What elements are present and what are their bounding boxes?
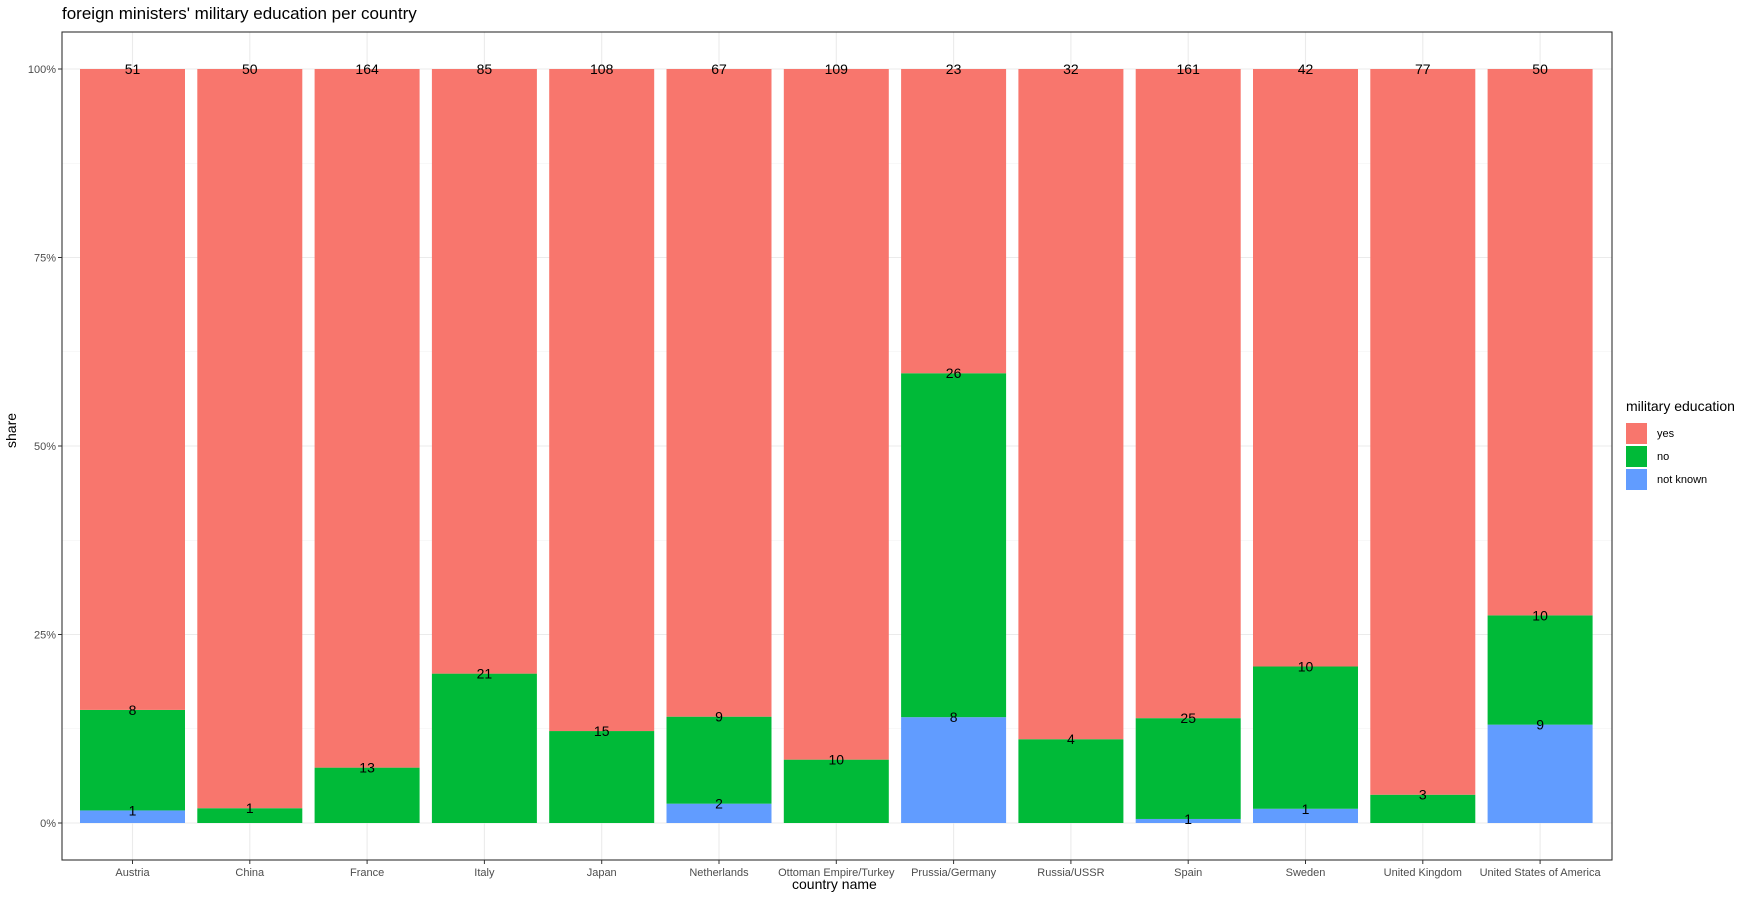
data-label-austria-not-known: 1 bbox=[129, 802, 137, 818]
bar-spain-no bbox=[1135, 718, 1241, 819]
legend-item-not-known: not known bbox=[1626, 468, 1735, 491]
y-tick-label: 50% bbox=[34, 441, 56, 453]
data-label-netherlands-no: 9 bbox=[715, 709, 723, 725]
bar-united-kingdom-no bbox=[1370, 794, 1476, 823]
chart-title: foreign ministers' military education pe… bbox=[62, 4, 417, 23]
bar-japan-no bbox=[549, 731, 655, 823]
data-label-russia-ussr-no: 4 bbox=[1067, 731, 1075, 747]
bar-prussia-germany-yes bbox=[901, 69, 1007, 374]
data-label-china-no: 1 bbox=[246, 800, 254, 816]
x-tick-label: China bbox=[235, 867, 265, 879]
data-label-austria-yes: 51 bbox=[125, 61, 141, 77]
bar-austria-no bbox=[80, 709, 185, 811]
bar-ottoman-empire-turkey-yes bbox=[783, 69, 889, 760]
data-label-ottoman-empire-turkey-yes: 109 bbox=[825, 61, 849, 77]
bar-france-no bbox=[314, 767, 420, 823]
data-label-france-yes: 164 bbox=[355, 61, 379, 77]
bar-ottoman-empire-turkey-no bbox=[783, 759, 889, 823]
bar-spain-yes bbox=[1135, 69, 1241, 719]
legend-item-yes: yes bbox=[1626, 422, 1735, 445]
bar-netherlands-no bbox=[666, 716, 772, 804]
bar-sweden-not-known bbox=[1253, 808, 1358, 823]
bar-sweden-no bbox=[1253, 666, 1358, 809]
data-label-prussia-germany-yes: 23 bbox=[946, 61, 962, 77]
data-label-sweden-no: 10 bbox=[1298, 659, 1314, 675]
x-tick-label: Prussia/Germany bbox=[911, 867, 996, 879]
data-label-spain-no: 25 bbox=[1180, 710, 1196, 726]
y-tick-label: 0% bbox=[40, 818, 56, 830]
data-label-united-kingdom-no: 3 bbox=[1419, 787, 1427, 803]
legend-item-no: no bbox=[1626, 445, 1735, 468]
data-label-netherlands-yes: 67 bbox=[711, 61, 727, 77]
bar-japan-yes bbox=[549, 69, 655, 732]
data-label-austria-no: 8 bbox=[129, 702, 137, 718]
legend-key-no bbox=[1626, 446, 1647, 467]
x-tick-label: Austria bbox=[115, 867, 150, 879]
data-label-spain-yes: 161 bbox=[1177, 61, 1201, 77]
bar-netherlands-yes bbox=[666, 69, 772, 717]
x-tick-label: Russia/USSR bbox=[1037, 867, 1104, 879]
y-tick-label: 100% bbox=[28, 64, 56, 76]
data-label-italy-no: 21 bbox=[477, 666, 493, 682]
x-tick-label: Japan bbox=[587, 867, 617, 879]
x-tick-label: Netherlands bbox=[689, 867, 749, 879]
legend-label-not-known: not known bbox=[1657, 473, 1708, 486]
bar-france-yes bbox=[314, 69, 420, 768]
y-tick-label: 75% bbox=[34, 253, 56, 265]
bar-russia-ussr-no bbox=[1018, 739, 1124, 823]
data-label-prussia-germany-not-known: 8 bbox=[950, 709, 958, 725]
bar-united-states-of-america-not-known bbox=[1487, 724, 1593, 823]
x-tick-label: Sweden bbox=[1286, 867, 1326, 879]
data-label-sweden-not-known: 1 bbox=[1302, 801, 1310, 817]
bar-austria-yes bbox=[80, 69, 185, 710]
bar-italy-no bbox=[431, 673, 537, 823]
data-label-china-yes: 50 bbox=[242, 61, 258, 77]
data-label-united-states-of-america-yes: 50 bbox=[1532, 61, 1548, 77]
data-label-france-no: 13 bbox=[359, 760, 375, 776]
data-label-prussia-germany-no: 26 bbox=[946, 365, 962, 381]
data-label-united-kingdom-yes: 77 bbox=[1415, 61, 1431, 77]
bar-united-states-of-america-no bbox=[1487, 615, 1593, 725]
data-label-united-states-of-america-no: 10 bbox=[1532, 607, 1548, 623]
legend-label-yes: yes bbox=[1657, 427, 1675, 440]
bar-united-kingdom-yes bbox=[1370, 69, 1476, 795]
legend: military education yes no not known bbox=[1626, 398, 1735, 491]
x-tick-label: United States of America bbox=[1480, 867, 1602, 879]
legend-title: military education bbox=[1626, 398, 1735, 414]
y-tick-label: 25% bbox=[34, 630, 56, 642]
legend-key-yes bbox=[1626, 423, 1647, 444]
bar-china-yes bbox=[197, 69, 303, 809]
data-label-netherlands-not-known: 2 bbox=[715, 796, 723, 812]
x-tick-label: Spain bbox=[1174, 867, 1202, 879]
x-axis-label: country name bbox=[792, 876, 877, 892]
bar-sweden-yes bbox=[1253, 69, 1358, 667]
data-label-ottoman-empire-turkey-no: 10 bbox=[829, 752, 845, 768]
x-tick-label: Italy bbox=[474, 867, 495, 879]
data-label-spain-not-known: 1 bbox=[1184, 811, 1192, 827]
data-label-united-states-of-america-not-known: 9 bbox=[1536, 717, 1544, 733]
x-tick-label: Ottoman Empire/Turkey bbox=[778, 867, 895, 879]
bar-austria-not-known bbox=[80, 810, 185, 823]
data-label-russia-ussr-yes: 32 bbox=[1063, 61, 1079, 77]
bar-prussia-germany-no bbox=[901, 373, 1007, 718]
bar-spain-not-known bbox=[1135, 818, 1241, 823]
bar-prussia-germany-not-known bbox=[901, 717, 1007, 823]
y-axis-label: share bbox=[3, 412, 19, 448]
data-label-italy-yes: 85 bbox=[477, 61, 493, 77]
bar-united-states-of-america-yes bbox=[1487, 69, 1593, 616]
data-label-sweden-yes: 42 bbox=[1298, 61, 1314, 77]
plot-border bbox=[61, 31, 1613, 861]
x-tick-label: France bbox=[350, 867, 384, 879]
legend-key-not-known bbox=[1626, 469, 1647, 490]
data-label-japan-no: 15 bbox=[594, 723, 610, 739]
data-label-japan-yes: 108 bbox=[590, 61, 614, 77]
bar-russia-ussr-yes bbox=[1018, 69, 1124, 740]
bar-china-no bbox=[197, 808, 303, 823]
bar-italy-yes bbox=[431, 69, 537, 674]
legend-label-no: no bbox=[1657, 450, 1670, 463]
x-tick-label: United Kingdom bbox=[1384, 867, 1462, 879]
bar-netherlands-not-known bbox=[666, 803, 772, 823]
